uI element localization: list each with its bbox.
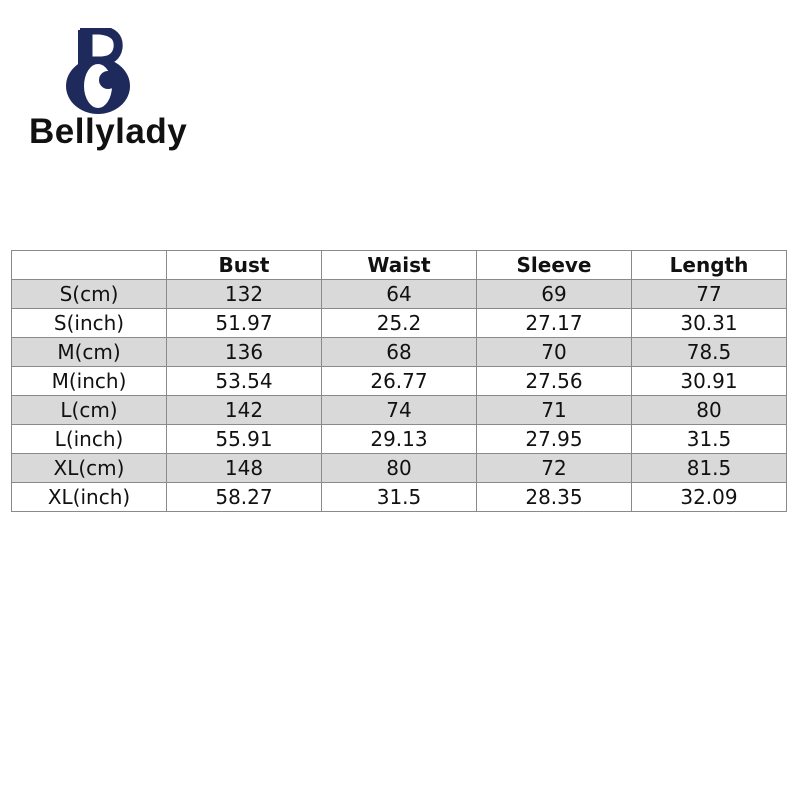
monogram-icon — [66, 28, 130, 114]
measurement-cell: 32.09 — [631, 482, 787, 512]
measurement-cell: 27.95 — [476, 424, 632, 454]
measurement-cell: 55.91 — [166, 424, 322, 454]
table-row: M(inch) 53.54 26.77 27.56 30.91 — [11, 366, 787, 396]
measurement-cell: 31.5 — [321, 482, 477, 512]
measurement-cell: 64 — [321, 279, 477, 309]
size-label: L(cm) — [11, 395, 167, 425]
column-header: Length — [631, 250, 787, 280]
brand-name: Bellylady — [29, 112, 188, 151]
measurement-cell: 27.17 — [476, 308, 632, 338]
measurement-cell: 136 — [166, 337, 322, 367]
measurement-cell: 148 — [166, 453, 322, 483]
measurement-cell: 28.35 — [476, 482, 632, 512]
brand-logo — [28, 28, 178, 158]
measurement-cell: 80 — [321, 453, 477, 483]
measurement-cell: 68 — [321, 337, 477, 367]
column-header: Sleeve — [476, 250, 632, 280]
table-row: XL(inch) 58.27 31.5 28.35 32.09 — [11, 482, 787, 512]
measurement-cell: 29.13 — [321, 424, 477, 454]
column-header: Waist — [321, 250, 477, 280]
table-row: S(inch) 51.97 25.2 27.17 30.31 — [11, 308, 787, 338]
table-row: S(cm) 132 64 69 77 — [11, 279, 787, 309]
size-label: XL(cm) — [11, 453, 167, 483]
measurement-cell: 77 — [631, 279, 787, 309]
measurement-cell: 142 — [166, 395, 322, 425]
measurement-cell: 132 — [166, 279, 322, 309]
size-label: L(inch) — [11, 424, 167, 454]
measurement-cell: 72 — [476, 453, 632, 483]
measurement-cell: 27.56 — [476, 366, 632, 396]
table-row: L(cm) 142 74 71 80 — [11, 395, 787, 425]
measurement-cell: 80 — [631, 395, 787, 425]
measurement-cell: 74 — [321, 395, 477, 425]
measurement-cell: 25.2 — [321, 308, 477, 338]
measurement-cell: 26.77 — [321, 366, 477, 396]
measurement-cell: 71 — [476, 395, 632, 425]
size-label: M(inch) — [11, 366, 167, 396]
measurement-cell: 31.5 — [631, 424, 787, 454]
measurement-cell: 70 — [476, 337, 632, 367]
column-header — [11, 250, 167, 280]
size-label: XL(inch) — [11, 482, 167, 512]
size-label: S(inch) — [11, 308, 167, 338]
measurement-cell: 58.27 — [166, 482, 322, 512]
measurement-cell: 30.31 — [631, 308, 787, 338]
column-header: Bust — [166, 250, 322, 280]
measurement-cell: 81.5 — [631, 453, 787, 483]
measurement-cell: 69 — [476, 279, 632, 309]
size-label: S(cm) — [11, 279, 167, 309]
table-row: L(inch) 55.91 29.13 27.95 31.5 — [11, 424, 787, 454]
header-row: Bust Waist Sleeve Length — [11, 250, 787, 280]
measurement-cell: 30.91 — [631, 366, 787, 396]
measurement-cell: 78.5 — [631, 337, 787, 367]
table-row: M(cm) 136 68 70 78.5 — [11, 337, 787, 367]
size-label: M(cm) — [11, 337, 167, 367]
measurement-cell: 51.97 — [166, 308, 322, 338]
measurement-cell: 53.54 — [166, 366, 322, 396]
size-chart-table: Bust Waist Sleeve Length S(cm) 132 64 69 77 S(in… — [11, 250, 787, 512]
table-row: XL(cm) 148 80 72 81.5 — [11, 453, 787, 483]
